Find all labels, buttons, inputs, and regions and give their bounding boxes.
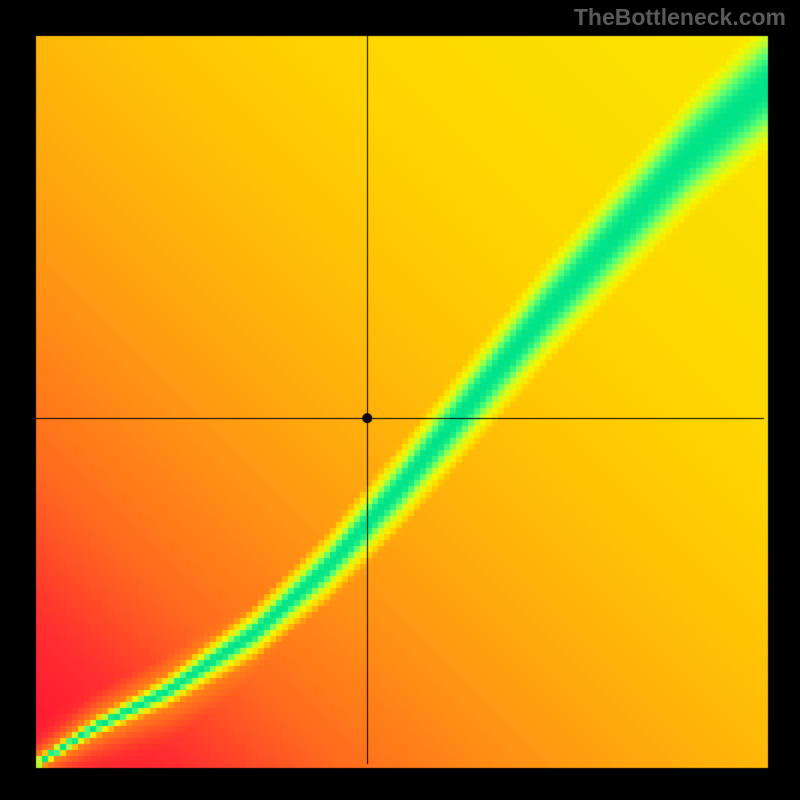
heatmap-plot: [0, 0, 800, 800]
chart-container: TheBottleneck.com: [0, 0, 800, 800]
watermark-text: TheBottleneck.com: [574, 4, 786, 31]
